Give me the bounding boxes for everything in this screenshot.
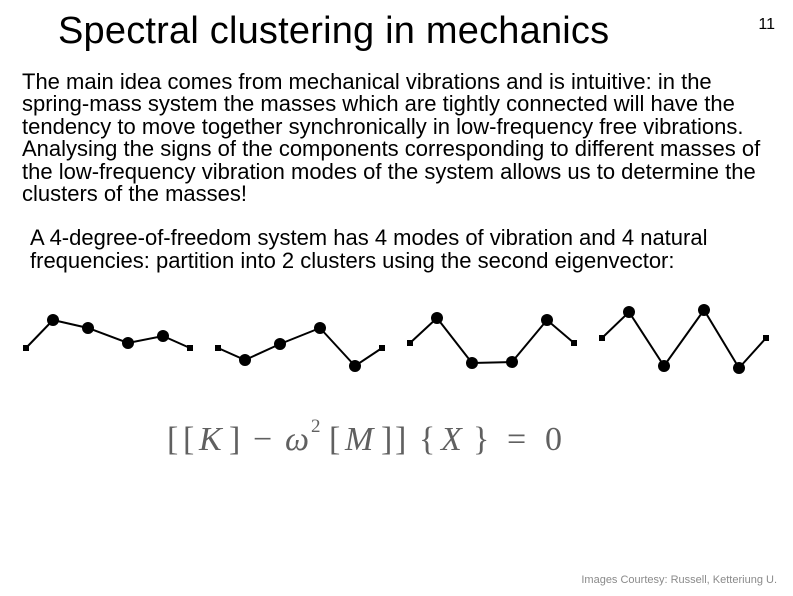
mode-diagram-2 <box>210 288 390 388</box>
svg-text:2: 2 <box>311 416 321 437</box>
paragraph-main: The main idea comes from mechanical vibr… <box>0 53 793 206</box>
page-number: 11 <box>758 16 775 34</box>
svg-text:{: { <box>419 421 435 458</box>
svg-text:ω: ω <box>285 421 309 458</box>
svg-text:]: ] <box>395 421 406 458</box>
svg-text:[: [ <box>183 421 194 458</box>
svg-text:M: M <box>344 421 375 458</box>
svg-text:0: 0 <box>545 421 562 458</box>
mode-diagram-3 <box>402 288 582 388</box>
svg-text:[: [ <box>329 421 340 458</box>
slide-title: Spectral clustering in mechanics <box>0 0 793 53</box>
svg-text:]: ] <box>381 421 392 458</box>
svg-text:−: − <box>253 421 272 458</box>
svg-text:}: } <box>473 421 489 458</box>
paragraph-sub: A 4-degree-of-freedom system has 4 modes… <box>0 206 793 272</box>
slide: 11 Spectral clustering in mechanics The … <box>0 0 793 596</box>
mode-diagram-1 <box>18 288 198 388</box>
svg-text:=: = <box>507 421 526 458</box>
image-credit: Images Courtesy: Russell, Ketteriung U. <box>581 574 777 586</box>
mode-diagram-4 <box>594 288 774 388</box>
svg-text:X: X <box>439 421 463 458</box>
svg-text:K: K <box>198 421 224 458</box>
svg-text:]: ] <box>229 421 240 458</box>
equation: [[K]−ω2[M]]{X}=0 <box>0 408 793 473</box>
svg-text:[: [ <box>167 421 178 458</box>
mode-figures <box>0 288 793 398</box>
